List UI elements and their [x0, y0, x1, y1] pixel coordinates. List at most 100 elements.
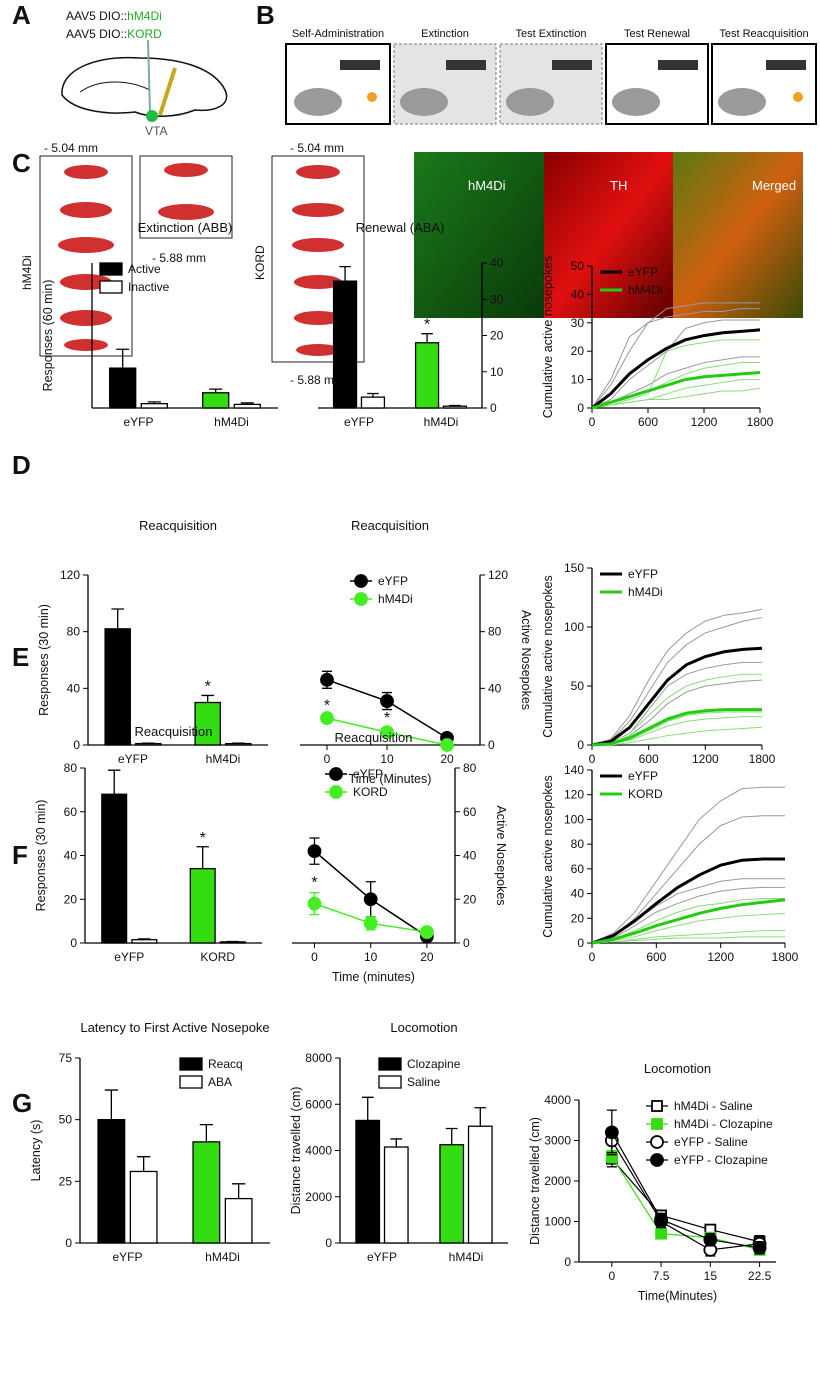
panel-letter: D: [12, 450, 31, 480]
vta-mark: [58, 237, 114, 253]
y-tick-label: 20: [571, 344, 585, 358]
panel-letter: C: [12, 148, 31, 178]
y-axis-label: Responses (60 min): [41, 280, 55, 392]
chart-title: Extinction (ABB): [138, 220, 233, 235]
stage-label: Test Reacquisition: [719, 28, 808, 40]
legend-swatch: [100, 281, 122, 293]
chart-title: Reacquisition: [139, 518, 217, 533]
y-tick-label: 0: [65, 1236, 72, 1250]
x-tick-label: 1800: [749, 752, 776, 766]
rat: [718, 88, 766, 116]
y-axis-label: Distance travelled (cm): [289, 1087, 303, 1215]
vta-mark: [158, 204, 214, 220]
legend-swatch: [180, 1058, 202, 1070]
cue-light: [367, 92, 377, 102]
y-axis-label: Distance travelled (cm): [528, 1117, 542, 1245]
series-line: [592, 618, 762, 745]
y-tick-label: 0: [488, 738, 495, 752]
y-tick-label: 40: [571, 887, 585, 901]
y-tick-label: 100: [564, 620, 584, 634]
y-tick-label: 0: [463, 936, 470, 950]
y-tick-label: 50: [571, 259, 585, 273]
y-tick-label: 0: [577, 936, 584, 950]
legend-swatch: [379, 1058, 401, 1070]
marker: [606, 1126, 618, 1138]
y-tick-label: 0: [577, 738, 584, 752]
y-tick-label: 0: [490, 401, 497, 415]
x-tick-label: 15: [704, 1269, 718, 1283]
y-tick-label: 140: [564, 763, 584, 777]
panel-letter: E: [12, 642, 29, 672]
y-tick-label: 10: [571, 373, 585, 387]
y-tick-label: 60: [571, 862, 585, 876]
legend-label: eYFP: [628, 265, 658, 279]
vector-prefix: AAV5 DIO::: [66, 9, 127, 23]
x-tick-label: eYFP: [114, 950, 144, 964]
x-tick-label: 600: [638, 415, 658, 429]
y-tick-label: 2000: [544, 1174, 571, 1188]
y-tick-label: 25: [59, 1174, 73, 1188]
pump: [658, 60, 698, 70]
bar: [203, 393, 229, 408]
legend-label: eYFP: [353, 767, 383, 781]
x-tick-label: 0: [589, 950, 596, 964]
bar: [234, 404, 260, 408]
rat: [400, 88, 448, 116]
vta-mark: [60, 310, 112, 326]
significance-mark: *: [205, 678, 211, 695]
vector-prefix: AAV5 DIO::: [66, 27, 127, 41]
y-tick-label: 30: [490, 292, 504, 306]
y-tick-label: 80: [488, 625, 502, 639]
chart-title: Reacquisition: [134, 724, 212, 739]
pump: [552, 60, 592, 70]
x-tick-label: 10: [364, 950, 378, 964]
x-axis-label: Time (minutes): [332, 970, 415, 984]
x-tick-label: 0: [311, 950, 318, 964]
x-tick-label: 600: [639, 752, 659, 766]
marker: [381, 695, 393, 707]
section-level: - 5.04 mm: [290, 141, 344, 155]
legend-label: Inactive: [128, 280, 170, 294]
y-tick-label: 80: [64, 761, 78, 775]
error-bar: [449, 405, 460, 406]
group-label: KORD: [253, 245, 267, 280]
legend-label: Reacq: [208, 1057, 243, 1071]
legend-label: ABA: [208, 1075, 232, 1089]
y-tick-label: 0: [70, 936, 77, 950]
y-tick-label: 4000: [544, 1093, 571, 1107]
bar: [225, 1199, 252, 1243]
y-tick-label: 80: [67, 625, 81, 639]
bar: [130, 1171, 157, 1243]
series-line: [592, 787, 785, 943]
x-tick-label: 10: [380, 752, 394, 766]
legend-label: KORD: [353, 785, 388, 799]
stage-label: Test Renewal: [624, 28, 690, 40]
significance-mark: *: [200, 830, 206, 847]
y-tick-label: 4000: [305, 1144, 332, 1158]
y-tick-label: 75: [59, 1051, 73, 1065]
vector-construct: hM4Di: [127, 9, 162, 23]
series-line: [592, 330, 760, 408]
bar: [385, 1147, 409, 1243]
marker: [754, 1242, 766, 1254]
marker: [652, 1119, 662, 1129]
y-tick-label: 10: [490, 365, 504, 379]
legend-label: Active: [128, 262, 161, 276]
legend-label: Saline: [407, 1075, 441, 1089]
pump: [340, 60, 380, 70]
stage-label: Test Extinction: [516, 28, 587, 40]
region-label: VTA: [145, 124, 167, 138]
x-tick-label: eYFP: [367, 1250, 397, 1264]
series-line: [612, 1132, 760, 1247]
y-tick-label: 40: [64, 849, 78, 863]
fiber: [160, 68, 175, 115]
legend-label: eYFP: [378, 574, 408, 588]
vta-mark: [64, 165, 108, 179]
y-axis-label: Cumulative active nosepokes: [541, 575, 555, 738]
error-bar: [446, 1129, 458, 1145]
error-bar: [108, 770, 120, 794]
legend-label: hM4Di: [628, 283, 663, 297]
x-tick-label: hM4Di: [424, 415, 459, 429]
legend-label: eYFP - Saline: [674, 1135, 748, 1149]
